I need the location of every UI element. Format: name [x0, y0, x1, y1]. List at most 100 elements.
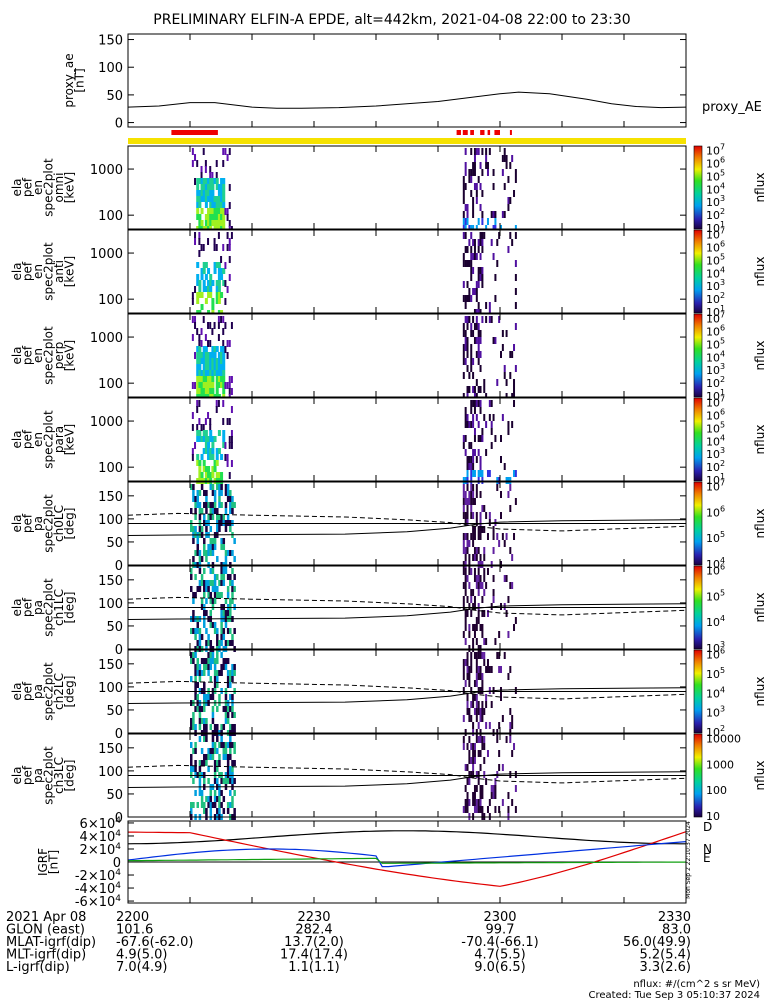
- heatmap-cell: [479, 330, 482, 337]
- y-tick-label: 50: [106, 788, 123, 803]
- colorbar-tick-exponent: 3: [720, 705, 725, 714]
- heatmap-cell: [477, 386, 480, 393]
- colorbar-tick-exponent: 1: [720, 388, 725, 397]
- heatmap-cell: [472, 386, 475, 393]
- heatmap-cell: [222, 808, 226, 814]
- x-axis-row-label: MLT-igrf(dip): [6, 948, 86, 963]
- heatmap-cell: [207, 640, 210, 646]
- heatmap-cell: [231, 592, 234, 598]
- heatmap-cell: [203, 622, 206, 628]
- heatmap-cell: [470, 274, 473, 281]
- heatmap-cell: [507, 428, 510, 435]
- colorbar-tick-exponent: 5: [720, 168, 725, 177]
- heatmap-cell: [511, 799, 514, 806]
- heatmap-cell: [226, 352, 229, 359]
- heatmap-cell: [196, 490, 200, 496]
- y-tick-label: 1000: [90, 331, 123, 346]
- heatmap-cell: [470, 253, 473, 260]
- heatmap-cell: [477, 400, 480, 407]
- heatmap-cell: [202, 424, 205, 431]
- heatmap-cell: [464, 589, 467, 596]
- heatmap-cell: [477, 218, 480, 225]
- heatmap-cell: [213, 628, 217, 634]
- heatmap-cell: [477, 568, 480, 575]
- panel-frame: [127, 733, 687, 818]
- heatmap-cell: [213, 592, 217, 598]
- heatmap-cell: [209, 454, 213, 460]
- heatmap-cell: [200, 268, 204, 274]
- heatmap-cell: [217, 352, 221, 358]
- heatmap-cell: [218, 742, 221, 748]
- heatmap-cell: [211, 544, 215, 550]
- heatmap-cell: [196, 430, 200, 436]
- heatmap-cell: [216, 778, 219, 784]
- heatmap-cell: [503, 372, 506, 379]
- heatmap-cell: [207, 694, 210, 700]
- heatmap-cell: [198, 502, 202, 508]
- heatmap-cell: [200, 352, 204, 358]
- heatmap-cell: [198, 526, 202, 532]
- heatmap-cell: [207, 514, 210, 520]
- heatmap-cell: [488, 148, 491, 155]
- heatmap-cell: [470, 666, 473, 673]
- y-tick-label: 0: [115, 117, 123, 132]
- heatmap-cell: [226, 766, 230, 772]
- heatmap-cell: [464, 680, 467, 687]
- colorbar-tick-label: 104: [706, 614, 725, 629]
- heatmap-cell: [213, 742, 217, 748]
- heatmap-cell: [202, 346, 206, 352]
- heatmap-cell: [470, 498, 473, 505]
- heatmap-cell: [203, 586, 206, 592]
- heatmap-cell: [473, 449, 476, 456]
- heatmap-cell: [226, 454, 229, 461]
- heatmap-cell: [494, 435, 497, 442]
- heatmap-cell: [470, 589, 473, 596]
- heatmap-cell: [477, 603, 480, 610]
- heatmap-cell: [475, 379, 478, 386]
- heatmap-cell: [514, 365, 517, 372]
- heatmap-cell: [507, 596, 510, 603]
- y-tick-label: 100: [98, 681, 123, 696]
- colorbar-tick-exponent: 5: [720, 420, 725, 429]
- heatmap-cell: [477, 673, 480, 680]
- heatmap-cell: [205, 496, 208, 502]
- heatmap-cell: [462, 631, 465, 638]
- heatmap-cell: [207, 286, 211, 292]
- heatmap-cell: [200, 244, 203, 251]
- heatmap-cell: [505, 533, 508, 540]
- heatmap-cell: [205, 598, 208, 604]
- heatmap-cell: [468, 540, 471, 547]
- heatmap-cell: [479, 715, 482, 722]
- heatmap-cell: [481, 232, 484, 239]
- heatmap-cell: [222, 568, 226, 574]
- heatmap-cell: [470, 421, 473, 428]
- heatmap-cell: [475, 582, 478, 589]
- y-tick-label: 1000: [90, 247, 123, 262]
- heatmap-cell: [211, 736, 215, 742]
- heatmap-cell: [231, 742, 234, 748]
- panel-frame: [127, 313, 687, 398]
- heatmap-cell: [198, 586, 202, 592]
- heatmap-cell: [479, 351, 482, 358]
- heatmap-cell: [224, 280, 227, 287]
- heatmap-cell: [222, 778, 226, 784]
- heatmap-cell: [202, 262, 206, 268]
- heatmap-cell: [479, 792, 482, 799]
- heatmap-cell: [462, 568, 465, 575]
- colorbar-label: nflux: [753, 425, 767, 455]
- heatmap-cell: [486, 568, 489, 575]
- colorbar-tick-exponent: 3: [720, 640, 725, 649]
- heatmap-cell: [191, 148, 194, 155]
- y-label-line: spec2plot: [41, 242, 55, 301]
- y-axis-label-igrf: IGRF[nT]: [36, 848, 61, 876]
- heatmap-cell: [194, 286, 197, 293]
- heatmap-cell: [477, 533, 480, 540]
- heatmap-cell: [462, 442, 465, 449]
- heatmap-cell: [226, 640, 230, 646]
- heatmap-cell: [483, 659, 486, 666]
- heatmap-cell: [213, 538, 217, 544]
- heatmap-cell: [509, 547, 512, 554]
- heatmap-cell: [211, 304, 215, 310]
- heatmap-cell: [466, 575, 469, 582]
